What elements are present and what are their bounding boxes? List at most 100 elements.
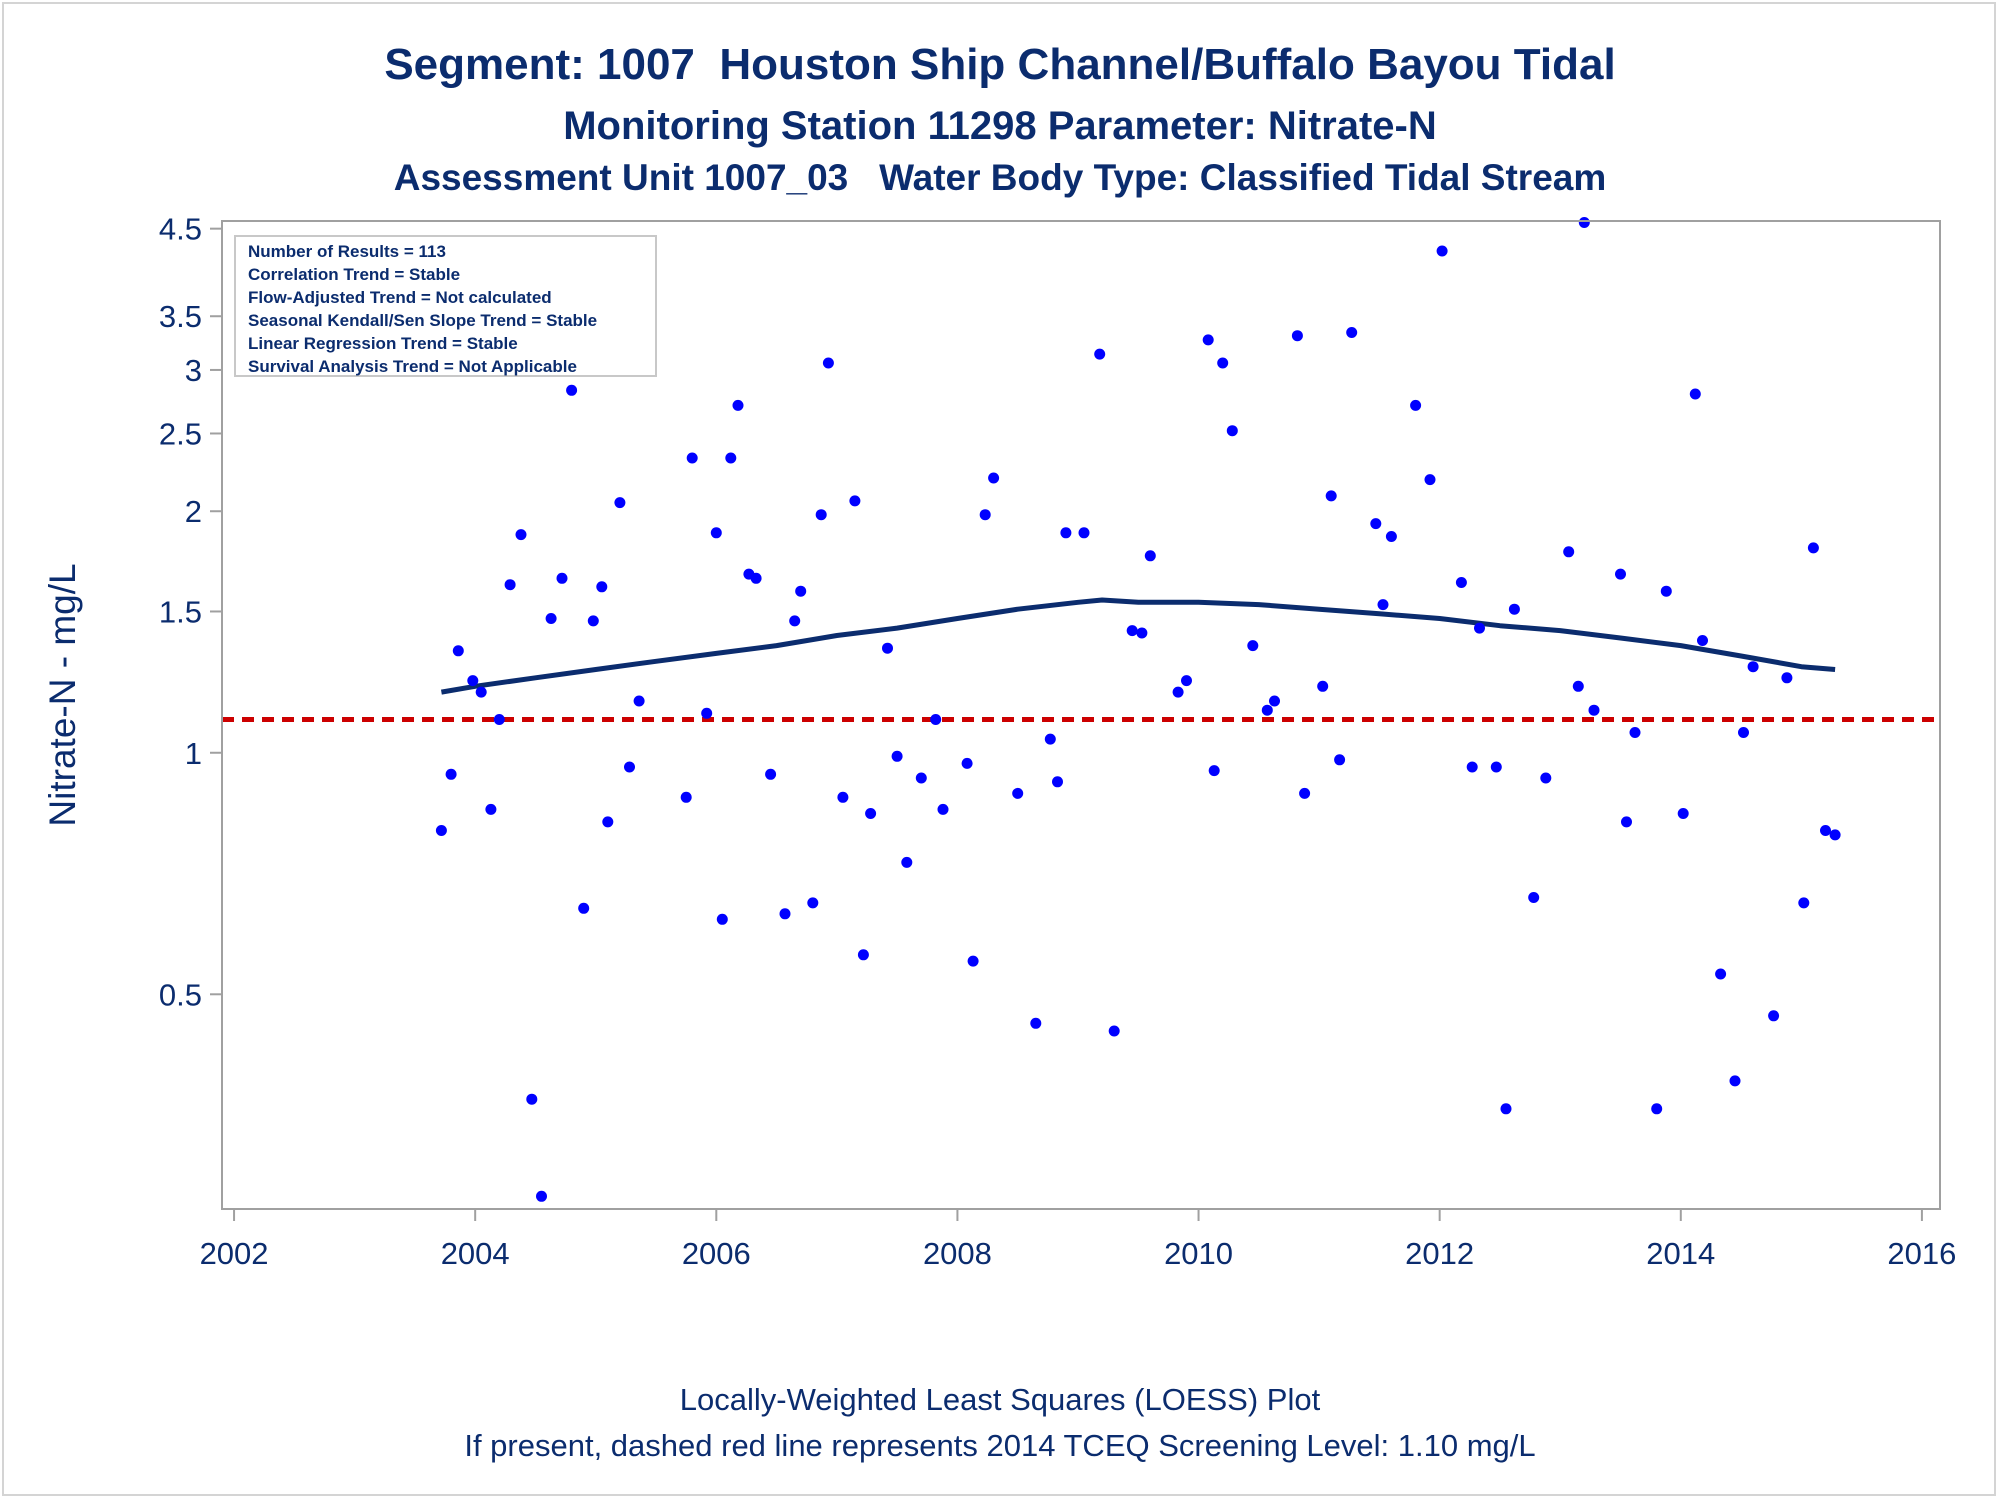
- data-point: [1629, 727, 1641, 738]
- chart-subtitle-station: Monitoring Station 11298 Parameter: Nitr…: [563, 104, 1437, 148]
- data-point: [915, 772, 927, 784]
- data-point: [716, 913, 728, 925]
- y-tick-label: 2: [185, 494, 202, 529]
- data-point: [1126, 625, 1138, 637]
- y-tick-label: 2.5: [159, 416, 202, 451]
- data-point: [1094, 348, 1106, 360]
- x-tick-label: 2010: [1164, 1236, 1233, 1271]
- data-point: [1697, 635, 1708, 646]
- data-point: [901, 856, 913, 868]
- data-point: [1377, 599, 1389, 611]
- data-point: [822, 357, 834, 369]
- data-point: [1247, 640, 1259, 652]
- x-tick-label: 2002: [200, 1236, 269, 1271]
- data-point: [1578, 217, 1590, 228]
- data-point: [515, 529, 527, 541]
- data-point: [526, 1093, 538, 1105]
- stat-correlation-trend: Correlation Trend = Stable: [248, 265, 461, 284]
- data-point: [578, 902, 590, 914]
- y-tick-label: 4.5: [159, 212, 202, 247]
- data-point: [857, 949, 869, 961]
- chart-subtitle-assessment: Assessment Unit 1007_03 Water Body Type:…: [393, 157, 1607, 198]
- data-point: [452, 645, 464, 657]
- data-point: [587, 615, 599, 627]
- data-point: [566, 384, 578, 396]
- data-point: [937, 803, 949, 815]
- data-point: [891, 750, 903, 762]
- y-axis-title: Nitrate-N - mg/L: [42, 563, 83, 826]
- data-point: [1385, 531, 1397, 542]
- trend-stats-box: Number of Results = 113 Correlation Tren…: [234, 235, 657, 377]
- data-point: [1508, 603, 1520, 615]
- data-point: [1030, 1017, 1042, 1029]
- stat-flow-adjusted-trend: Flow-Adjusted Trend = Not calculated: [248, 288, 552, 307]
- data-point: [795, 585, 807, 597]
- data-point: [1729, 1075, 1741, 1087]
- data-point: [493, 714, 505, 725]
- data-point: [1108, 1025, 1120, 1037]
- data-point: [1317, 680, 1329, 692]
- data-point: [750, 572, 762, 584]
- data-point: [1651, 1103, 1663, 1115]
- data-point: [1540, 772, 1552, 784]
- data-point: [961, 757, 973, 769]
- data-point: [1269, 695, 1280, 707]
- data-point: [1346, 327, 1358, 338]
- data-point: [1208, 765, 1220, 777]
- data-point: [1474, 622, 1485, 634]
- y-axis: 0.5 1 1.5 2 2.5 3 3.5 4.5: [159, 212, 222, 1012]
- data-point: [1291, 330, 1303, 342]
- data-point: [1455, 577, 1467, 588]
- data-point: [556, 572, 568, 584]
- data-point: [1490, 761, 1502, 773]
- data-point: [504, 579, 516, 591]
- data-point: [1144, 550, 1156, 562]
- data-point: [779, 908, 791, 920]
- x-tick-label: 2008: [923, 1236, 992, 1271]
- y-tick-label: 3: [185, 353, 202, 388]
- stat-linear-regression-trend: Linear Regression Trend = Stable: [248, 334, 518, 353]
- data-point: [1060, 527, 1072, 539]
- data-points: [435, 217, 1841, 1202]
- x-axis: 2002 2004 2006 2008 2010 2012 2014 2016: [200, 1209, 1956, 1271]
- data-point: [1781, 672, 1793, 684]
- data-point: [1677, 808, 1689, 819]
- data-point: [1226, 425, 1238, 437]
- data-point: [435, 825, 447, 836]
- data-point: [1660, 585, 1672, 597]
- data-point: [988, 472, 1000, 484]
- data-point: [1424, 474, 1436, 486]
- data-point: [732, 399, 744, 411]
- data-point: [710, 527, 722, 539]
- data-point: [445, 768, 457, 780]
- data-point: [930, 714, 942, 725]
- data-point: [789, 615, 801, 627]
- data-point: [680, 791, 692, 803]
- data-point: [485, 803, 497, 815]
- data-point: [701, 707, 713, 719]
- data-point: [475, 686, 487, 698]
- data-point: [602, 816, 614, 828]
- data-point: [1588, 704, 1600, 716]
- data-point: [1044, 733, 1056, 745]
- data-point: [1528, 892, 1540, 903]
- footnote-loess: Locally-Weighted Least Squares (LOESS) P…: [679, 1382, 1321, 1417]
- data-point: [865, 808, 877, 819]
- data-point: [536, 1190, 547, 1202]
- data-point: [1621, 816, 1632, 828]
- y-tick-label: 3.5: [159, 299, 202, 334]
- data-point: [1012, 787, 1024, 799]
- data-point: [1615, 568, 1626, 580]
- x-tick-label: 2006: [682, 1236, 751, 1271]
- data-point: [1689, 388, 1701, 400]
- data-point: [1829, 829, 1841, 841]
- data-point: [1738, 727, 1749, 738]
- data-point: [1820, 825, 1831, 836]
- data-point: [725, 452, 737, 464]
- data-point: [1500, 1103, 1512, 1115]
- data-point: [967, 955, 979, 967]
- data-point: [1181, 675, 1192, 687]
- data-point: [1747, 661, 1759, 673]
- data-point: [979, 509, 991, 521]
- data-point: [1563, 546, 1575, 558]
